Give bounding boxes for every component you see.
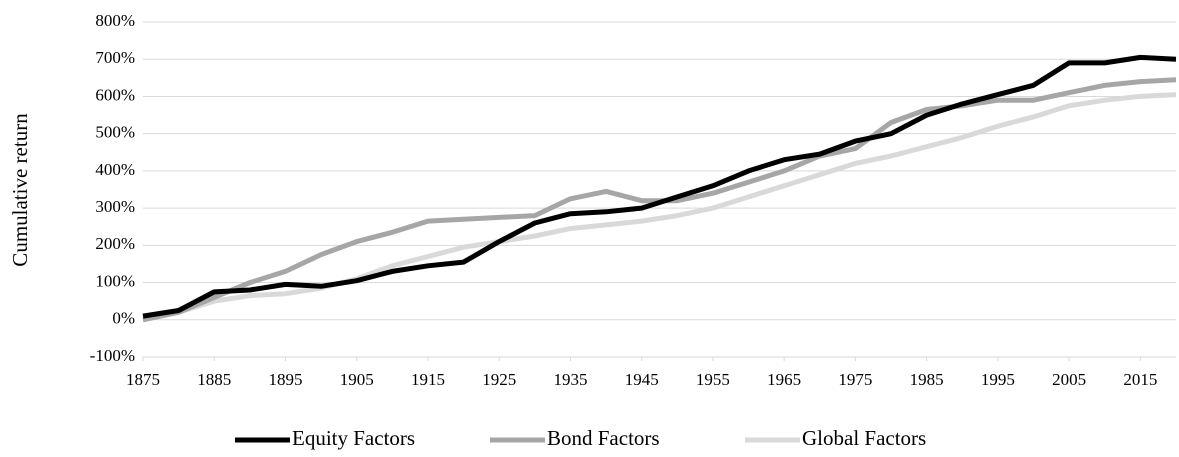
x-tick-label: 1885: [197, 370, 231, 389]
legend-label: Equity Factors: [292, 426, 415, 450]
y-tick-label: 100%: [95, 271, 135, 290]
x-tick-label: 2005: [1052, 370, 1086, 389]
x-tick-label: 1875: [126, 370, 160, 389]
x-tick-label: 1905: [340, 370, 374, 389]
x-tick-label: 1965: [767, 370, 801, 389]
y-tick-label: 400%: [95, 160, 135, 179]
legend-label: Bond Factors: [547, 426, 660, 450]
x-tick-label: 1975: [838, 370, 872, 389]
x-tick-label: 1995: [981, 370, 1015, 389]
y-tick-label: 700%: [95, 48, 135, 67]
x-tick-label: 1945: [625, 370, 659, 389]
series-line: [142, 92, 1177, 323]
y-tick-label: 300%: [95, 197, 135, 216]
x-tick-label: 1925: [482, 370, 516, 389]
x-tick-label: 1915: [411, 370, 445, 389]
x-tick-label: 1935: [553, 370, 587, 389]
x-tick-label: 2015: [1123, 370, 1157, 389]
series-line: [142, 54, 1177, 319]
y-tick-label: 0%: [112, 309, 135, 328]
x-tick-label: 1985: [910, 370, 944, 389]
y-tick-label: -100%: [90, 346, 135, 365]
y-tick-label: 800%: [95, 11, 135, 30]
x-tick-label: 1895: [268, 370, 302, 389]
y-axis-label: Cumulative return: [8, 113, 32, 267]
legend-label: Global Factors: [802, 426, 926, 450]
y-tick-label: 200%: [95, 234, 135, 253]
y-tick-label: 500%: [95, 123, 135, 142]
x-tick-label: 1955: [696, 370, 730, 389]
y-tick-label: 600%: [95, 85, 135, 104]
